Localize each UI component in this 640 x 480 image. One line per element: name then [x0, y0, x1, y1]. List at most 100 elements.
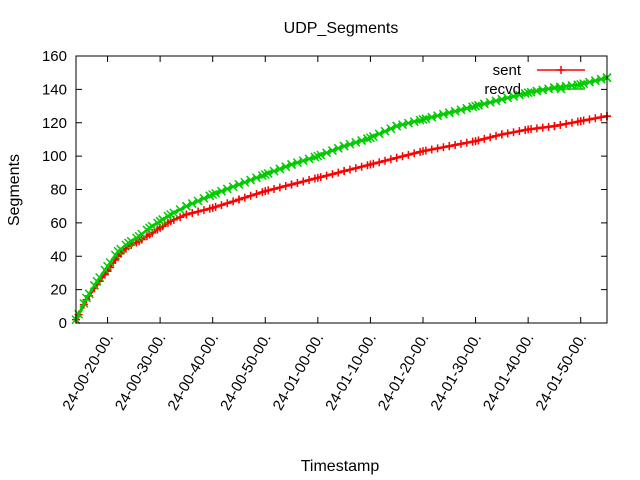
data-point-sent	[597, 113, 606, 122]
data-point-sent	[313, 173, 322, 182]
data-point-sent	[585, 115, 594, 124]
data-point-recvd	[380, 126, 390, 136]
data-point-sent	[480, 134, 489, 143]
data-point-sent	[275, 183, 284, 192]
data-point-recvd	[322, 148, 332, 158]
data-point-sent	[462, 138, 471, 147]
data-point-recvd	[181, 201, 191, 211]
data-point-recvd	[327, 146, 337, 156]
chart-title: UDP_Segments	[284, 20, 399, 37]
x-axis-title: Timestamp	[301, 458, 380, 475]
data-point-sent	[240, 193, 249, 202]
data-point-sent	[576, 117, 585, 126]
data-point-sent	[497, 130, 506, 139]
data-point-sent	[439, 143, 448, 152]
data-point-recvd	[92, 276, 102, 286]
y-tick-label: 60	[50, 215, 67, 232]
data-point-sent	[486, 133, 495, 142]
data-point-sent	[404, 150, 413, 159]
x-tick-label: 24-01-30-00.	[427, 331, 485, 414]
legend-marker-recvd	[556, 84, 566, 94]
data-point-sent	[287, 180, 296, 189]
y-tick-label: 20	[50, 282, 67, 299]
data-point-recvd	[89, 280, 99, 290]
data-point-recvd	[84, 289, 94, 299]
data-point-sent	[556, 120, 565, 129]
data-point-sent	[398, 152, 407, 161]
data-point-sent	[381, 156, 390, 165]
data-point-sent	[550, 122, 559, 131]
legend-label-recvd: recvd	[484, 81, 521, 98]
data-point-sent	[591, 114, 600, 123]
data-point-sent	[194, 207, 203, 216]
data-point-recvd	[304, 154, 314, 164]
data-point-sent	[386, 155, 395, 164]
data-point-sent	[456, 139, 465, 148]
data-point-sent	[366, 160, 375, 169]
data-point-recvd	[418, 114, 428, 124]
data-point-sent	[433, 144, 442, 153]
data-point-sent	[375, 158, 384, 167]
data-point-sent	[182, 210, 191, 219]
y-tick-label: 80	[50, 182, 67, 199]
data-point-recvd	[269, 166, 279, 176]
data-point-sent	[299, 177, 308, 186]
y-tick-label: 120	[42, 115, 67, 132]
data-point-recvd	[281, 162, 291, 172]
plot-area	[71, 73, 612, 325]
data-point-sent	[567, 118, 576, 127]
x-tick-label: 24-00-50-00.	[217, 331, 275, 414]
x-tick-label: 24-00-30-00.	[112, 331, 170, 414]
data-point-recvd	[365, 133, 375, 143]
data-point-recvd	[257, 171, 267, 181]
data-point-recvd	[313, 151, 323, 161]
data-point-sent	[427, 145, 436, 154]
data-point-recvd	[228, 182, 238, 192]
data-point-sent	[471, 137, 480, 146]
data-point-recvd	[175, 204, 185, 215]
data-point-recvd	[166, 210, 176, 220]
data-point-recvd	[316, 150, 326, 160]
data-point-recvd	[216, 186, 226, 196]
data-point-recvd	[444, 108, 454, 118]
data-point-recvd	[298, 156, 308, 166]
y-axis-title: Segments	[6, 154, 23, 226]
data-point-sent	[293, 179, 302, 188]
data-point-recvd	[103, 261, 113, 271]
series-line-recvd	[74, 76, 608, 321]
legend-marker-sent	[557, 66, 565, 74]
data-point-sent	[445, 142, 454, 151]
data-point-sent	[234, 195, 243, 204]
data-point-sent	[345, 165, 354, 174]
data-point-recvd	[351, 137, 361, 147]
data-point-sent	[492, 131, 501, 140]
legend: sent recvd	[484, 62, 585, 98]
data-point-sent	[322, 171, 331, 180]
data-point-recvd	[234, 179, 244, 190]
data-point-recvd	[222, 184, 232, 194]
data-point-recvd	[199, 193, 209, 203]
data-point-recvd	[471, 101, 481, 111]
data-point-sent	[410, 149, 419, 158]
y-tick-label: 40	[50, 248, 67, 265]
data-point-sent	[305, 176, 314, 185]
data-point-recvd	[374, 129, 384, 139]
data-point-sent	[451, 141, 460, 149]
data-point-recvd	[292, 158, 302, 168]
data-point-recvd	[362, 134, 373, 144]
data-point-recvd	[246, 175, 256, 185]
data-point-sent	[270, 184, 279, 193]
data-point-sent	[199, 206, 208, 215]
data-point-sent	[229, 197, 238, 206]
y-tick-label: 0	[59, 315, 67, 332]
x-tick-label: 24-01-10-00.	[322, 331, 380, 414]
data-point-recvd	[134, 231, 144, 241]
data-point-recvd	[345, 139, 355, 149]
data-point-recvd	[287, 159, 297, 169]
data-point-recvd	[576, 79, 586, 89]
data-point-recvd	[386, 124, 396, 134]
data-point-recvd	[497, 94, 507, 104]
data-point-sent	[188, 209, 197, 218]
data-point-sent	[223, 199, 232, 208]
